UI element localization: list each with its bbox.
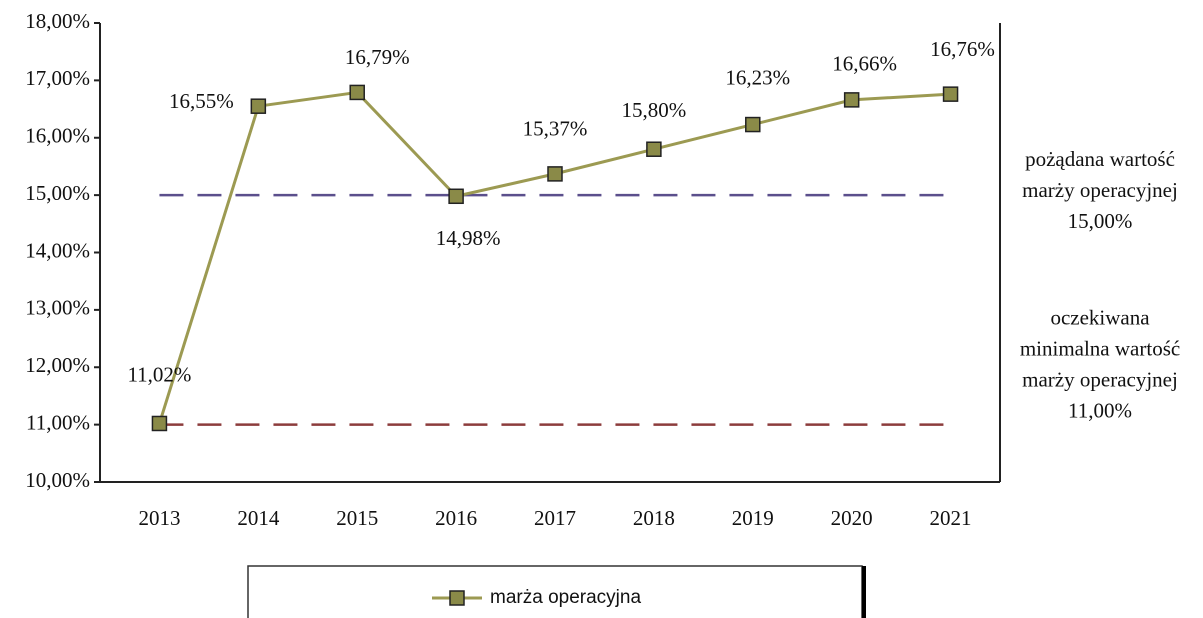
x-tick-label: 2013 bbox=[138, 506, 180, 530]
x-tick-label: 2020 bbox=[831, 506, 873, 530]
y-tick-label: 14,00% bbox=[25, 238, 90, 262]
marker bbox=[250, 98, 267, 114]
marker bbox=[843, 92, 860, 108]
marker bbox=[942, 86, 959, 102]
data-label: 14,98% bbox=[436, 226, 501, 250]
x-tick-label: 2017 bbox=[534, 506, 576, 530]
y-tick-label: 16,00% bbox=[25, 124, 90, 148]
legend-label: marża operacyjna bbox=[490, 587, 641, 608]
data-label: 16,23% bbox=[725, 65, 790, 89]
x-tick-label: 2015 bbox=[336, 506, 378, 530]
x-tick-label: 2018 bbox=[633, 506, 675, 530]
reference-label: minimalna wartość bbox=[1020, 336, 1180, 360]
reference-label: oczekiwana bbox=[1050, 305, 1150, 329]
marker bbox=[547, 166, 563, 182]
y-tick-label: 17,00% bbox=[25, 66, 90, 90]
data-label: 15,37% bbox=[523, 117, 588, 141]
marker bbox=[349, 84, 365, 101]
reference-label: pożądana wartość bbox=[1025, 147, 1175, 171]
reference-label: 15,00% bbox=[1068, 209, 1133, 233]
data-label: 16,55% bbox=[169, 89, 234, 113]
y-tick-label: 10,00% bbox=[25, 468, 90, 492]
y-tick-label: 11,00% bbox=[26, 410, 90, 434]
x-tick-label: 2014 bbox=[237, 506, 280, 530]
data-label: 16,66% bbox=[832, 52, 897, 76]
y-tick-label: 15,00% bbox=[25, 181, 90, 205]
data-label: 15,80% bbox=[622, 98, 687, 122]
x-tick-label: 2019 bbox=[732, 506, 774, 530]
data-label: 16,76% bbox=[930, 37, 995, 61]
data-label: 11,02% bbox=[127, 362, 191, 386]
reference-label: 11,00% bbox=[1068, 398, 1132, 422]
reference-label: marży operacyjnej bbox=[1022, 178, 1178, 202]
legend-marker bbox=[449, 590, 465, 606]
marker bbox=[745, 116, 761, 133]
legend-box bbox=[247, 565, 863, 618]
y-tick-label: 18,00% bbox=[25, 9, 90, 33]
y-tick-label: 13,00% bbox=[25, 296, 90, 320]
y-tick-label: 12,00% bbox=[25, 353, 90, 377]
series-line bbox=[158, 90, 951, 424]
x-tick-label: 2016 bbox=[435, 506, 477, 530]
marker bbox=[448, 188, 464, 205]
marker bbox=[646, 141, 662, 157]
reference-label: marży operacyjnej bbox=[1022, 367, 1178, 391]
data-label: 16,79% bbox=[345, 45, 410, 69]
marker bbox=[151, 415, 168, 432]
x-tick-label: 2021 bbox=[930, 506, 972, 530]
